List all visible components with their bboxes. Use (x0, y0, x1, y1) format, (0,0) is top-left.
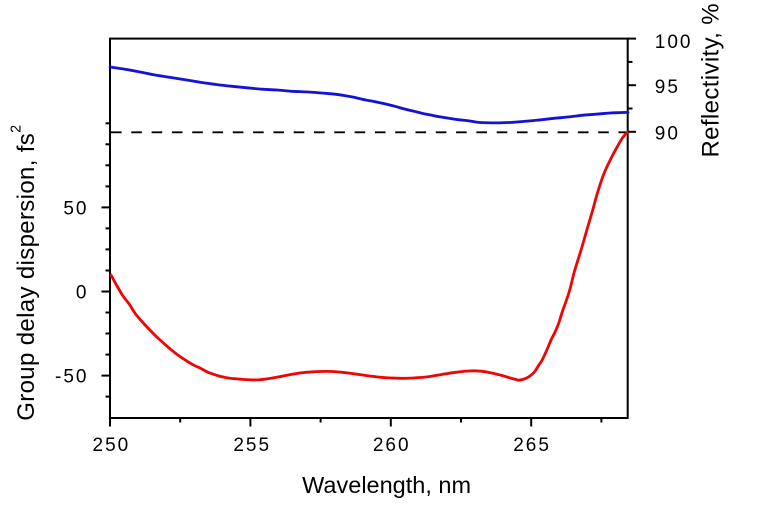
svg-text:250: 250 (93, 435, 131, 456)
svg-text:50: 50 (63, 198, 88, 219)
svg-text:100: 100 (655, 32, 693, 53)
svg-text:90: 90 (655, 123, 680, 144)
svg-text:Reflectivity, %: Reflectivity, % (697, 3, 724, 157)
svg-text:255: 255 (233, 435, 271, 456)
svg-text:Wavelength, nm: Wavelength, nm (302, 472, 471, 498)
svg-text:-50: -50 (55, 367, 88, 388)
svg-text:0: 0 (76, 282, 89, 303)
svg-text:Group delay dispersion, fs2: Group delay dispersion, fs2 (9, 124, 41, 420)
svg-text:265: 265 (513, 435, 551, 456)
svg-text:260: 260 (373, 435, 411, 456)
svg-text:95: 95 (655, 77, 680, 98)
